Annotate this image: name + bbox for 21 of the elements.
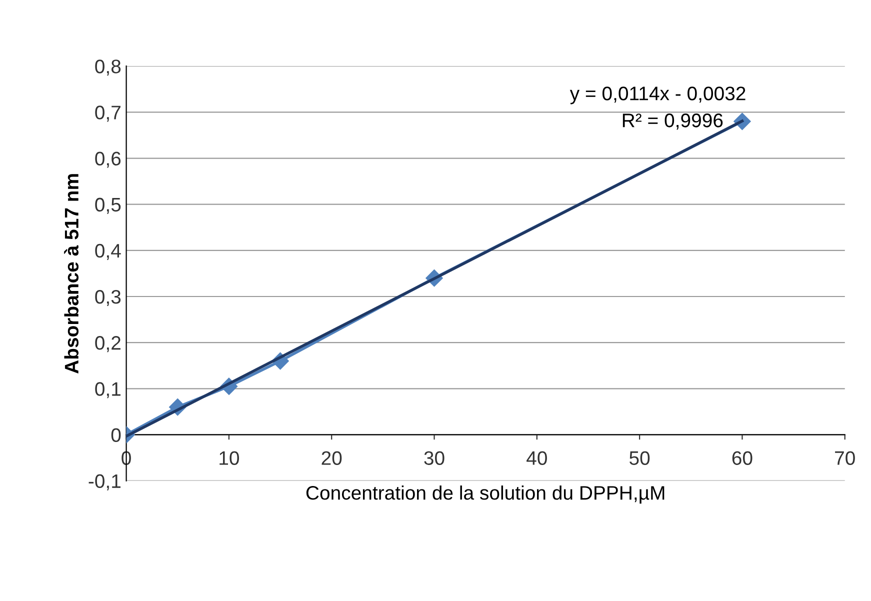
annotation: R² = 0,9996 xyxy=(622,114,723,130)
x-tick-label: 20 xyxy=(322,451,342,465)
y-tick-label: 0,1 xyxy=(95,382,120,398)
y-tick-label: 0,7 xyxy=(95,106,120,122)
y-tick-label: 0,3 xyxy=(95,290,121,306)
y-tick-label: 0,5 xyxy=(95,198,121,214)
x-tick-label: 60 xyxy=(732,451,752,465)
x-axis-title: Concentration de la solution du DPPH,µM xyxy=(306,485,664,504)
x-tick-label: 10 xyxy=(220,451,240,465)
x-tick-label: 40 xyxy=(526,451,547,465)
x-tick-label: 50 xyxy=(630,451,650,465)
y-tick-label: 0 xyxy=(111,428,121,442)
y-tick-label: 0,6 xyxy=(95,152,121,168)
y-tick-label: 0,2 xyxy=(95,336,120,352)
y-tick-label: -0,1 xyxy=(88,474,120,490)
x-tick-label: 30 xyxy=(424,451,444,465)
y-tick-label: 0,4 xyxy=(95,244,121,260)
x-tick-label: 70 xyxy=(835,451,855,465)
annotation: y = 0,0114x - 0,0032 xyxy=(570,86,746,104)
y-axis-title: Absorbance à 517 nm xyxy=(64,174,79,374)
y-tick-label: 0,8 xyxy=(95,60,121,76)
